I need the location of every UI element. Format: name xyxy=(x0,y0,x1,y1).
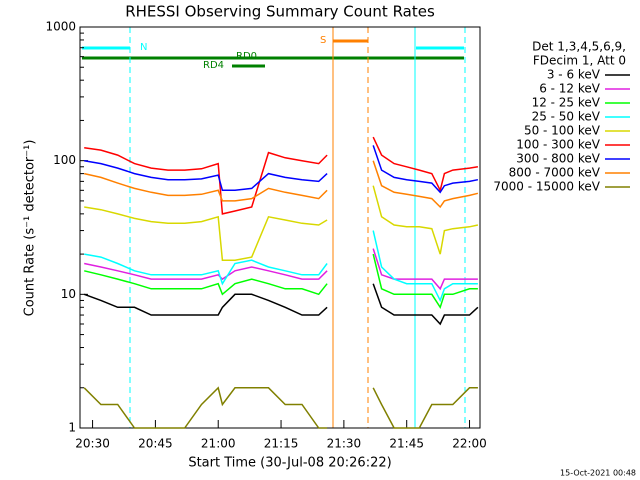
y-tick-label: 100 xyxy=(53,153,76,167)
x-tick-label: 21:45 xyxy=(389,437,424,451)
x-tick-label: 21:15 xyxy=(264,437,299,451)
series-line xyxy=(84,136,479,215)
annotation: S xyxy=(320,35,326,46)
x-tick-label: 21:30 xyxy=(327,437,362,451)
legend-label: 3 - 6 keV xyxy=(547,68,601,82)
annotation: RD4 xyxy=(203,60,224,71)
legend-label: 7000 - 15000 keV xyxy=(493,180,600,194)
chart-title: RHESSI Observing Summary Count Rates xyxy=(125,3,435,21)
series-line xyxy=(84,253,478,310)
plot-frame xyxy=(79,26,481,429)
x-tick-label: 20:30 xyxy=(75,437,110,451)
legend-label: 300 - 800 keV xyxy=(516,152,600,166)
series-line xyxy=(84,145,479,194)
series-line xyxy=(84,248,478,291)
series-line xyxy=(84,185,479,261)
x-tick-label: 20:45 xyxy=(138,437,173,451)
series-line xyxy=(84,230,478,303)
y-tick-label: 1000 xyxy=(45,20,76,34)
y-tick-label: 1 xyxy=(68,421,76,435)
legend-label: 25 - 50 keV xyxy=(532,110,601,124)
x-tick-label: 21:00 xyxy=(201,437,236,451)
annotation: N xyxy=(140,42,147,53)
series-line xyxy=(84,160,479,209)
legend-label: 100 - 300 keV xyxy=(516,138,600,152)
y-axis-label: Count Rate (s⁻¹ detector⁻¹) xyxy=(23,140,38,317)
legend-label: 6 - 12 keV xyxy=(539,82,601,96)
legend-label: 12 - 25 keV xyxy=(532,96,601,110)
series-line xyxy=(83,386,478,429)
legend-label: 50 - 100 keV xyxy=(524,124,601,138)
x-axis-label: Start Time (30-Jul-08 20:26:22) xyxy=(188,456,391,471)
annotation: RD0 xyxy=(236,51,257,62)
y-tick-label: 10 xyxy=(61,287,76,301)
footer: 15-Oct-2021 00:48 xyxy=(560,469,636,478)
legend-label: 800 - 7000 keV xyxy=(509,166,601,180)
legend-header: Det 1,3,4,5,6,9, xyxy=(532,40,626,54)
series-line xyxy=(83,283,479,326)
legend-header: FDecim 1, Att 0 xyxy=(533,54,626,68)
x-tick-label: 22:00 xyxy=(452,437,487,451)
